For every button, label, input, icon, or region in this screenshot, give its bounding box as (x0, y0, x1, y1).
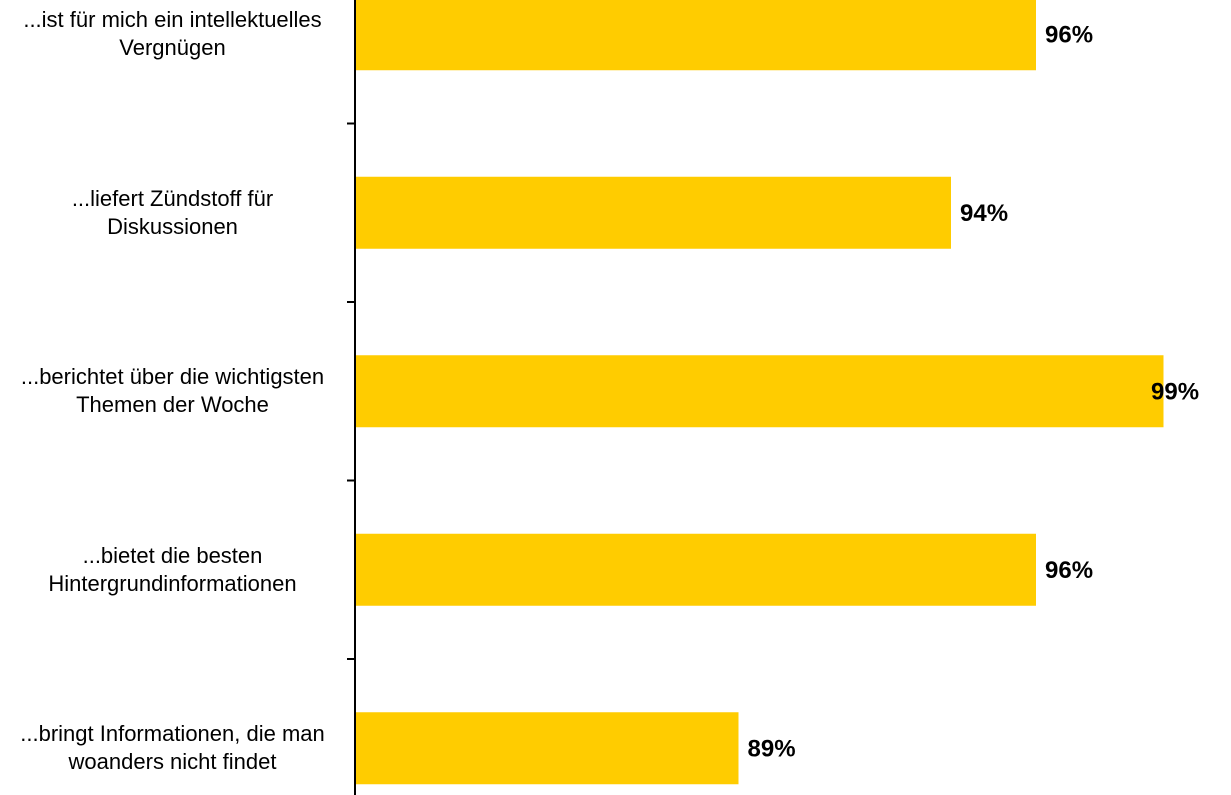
value-label: 99% (1151, 379, 1199, 406)
bar (356, 355, 1164, 428)
bar (356, 0, 1036, 71)
bar (356, 533, 1036, 606)
value-label: 94% (960, 200, 1008, 227)
category-label: ...liefert Zündstoff für Diskussionen (71, 185, 274, 239)
category-label: ...bringt Informationen, die man woander… (20, 721, 325, 775)
category-label: ...berichtet über die wichtigsten Themen… (20, 364, 325, 418)
value-label: 96% (1045, 22, 1093, 49)
value-label: 96% (1045, 557, 1093, 584)
category-label: ...bietet die besten Hintergrundinformat… (48, 542, 297, 596)
bar (356, 712, 739, 785)
bar (356, 176, 951, 249)
value-label: 89% (748, 736, 796, 763)
category-label: ...ist für mich ein intellektuelles Verg… (23, 7, 322, 61)
